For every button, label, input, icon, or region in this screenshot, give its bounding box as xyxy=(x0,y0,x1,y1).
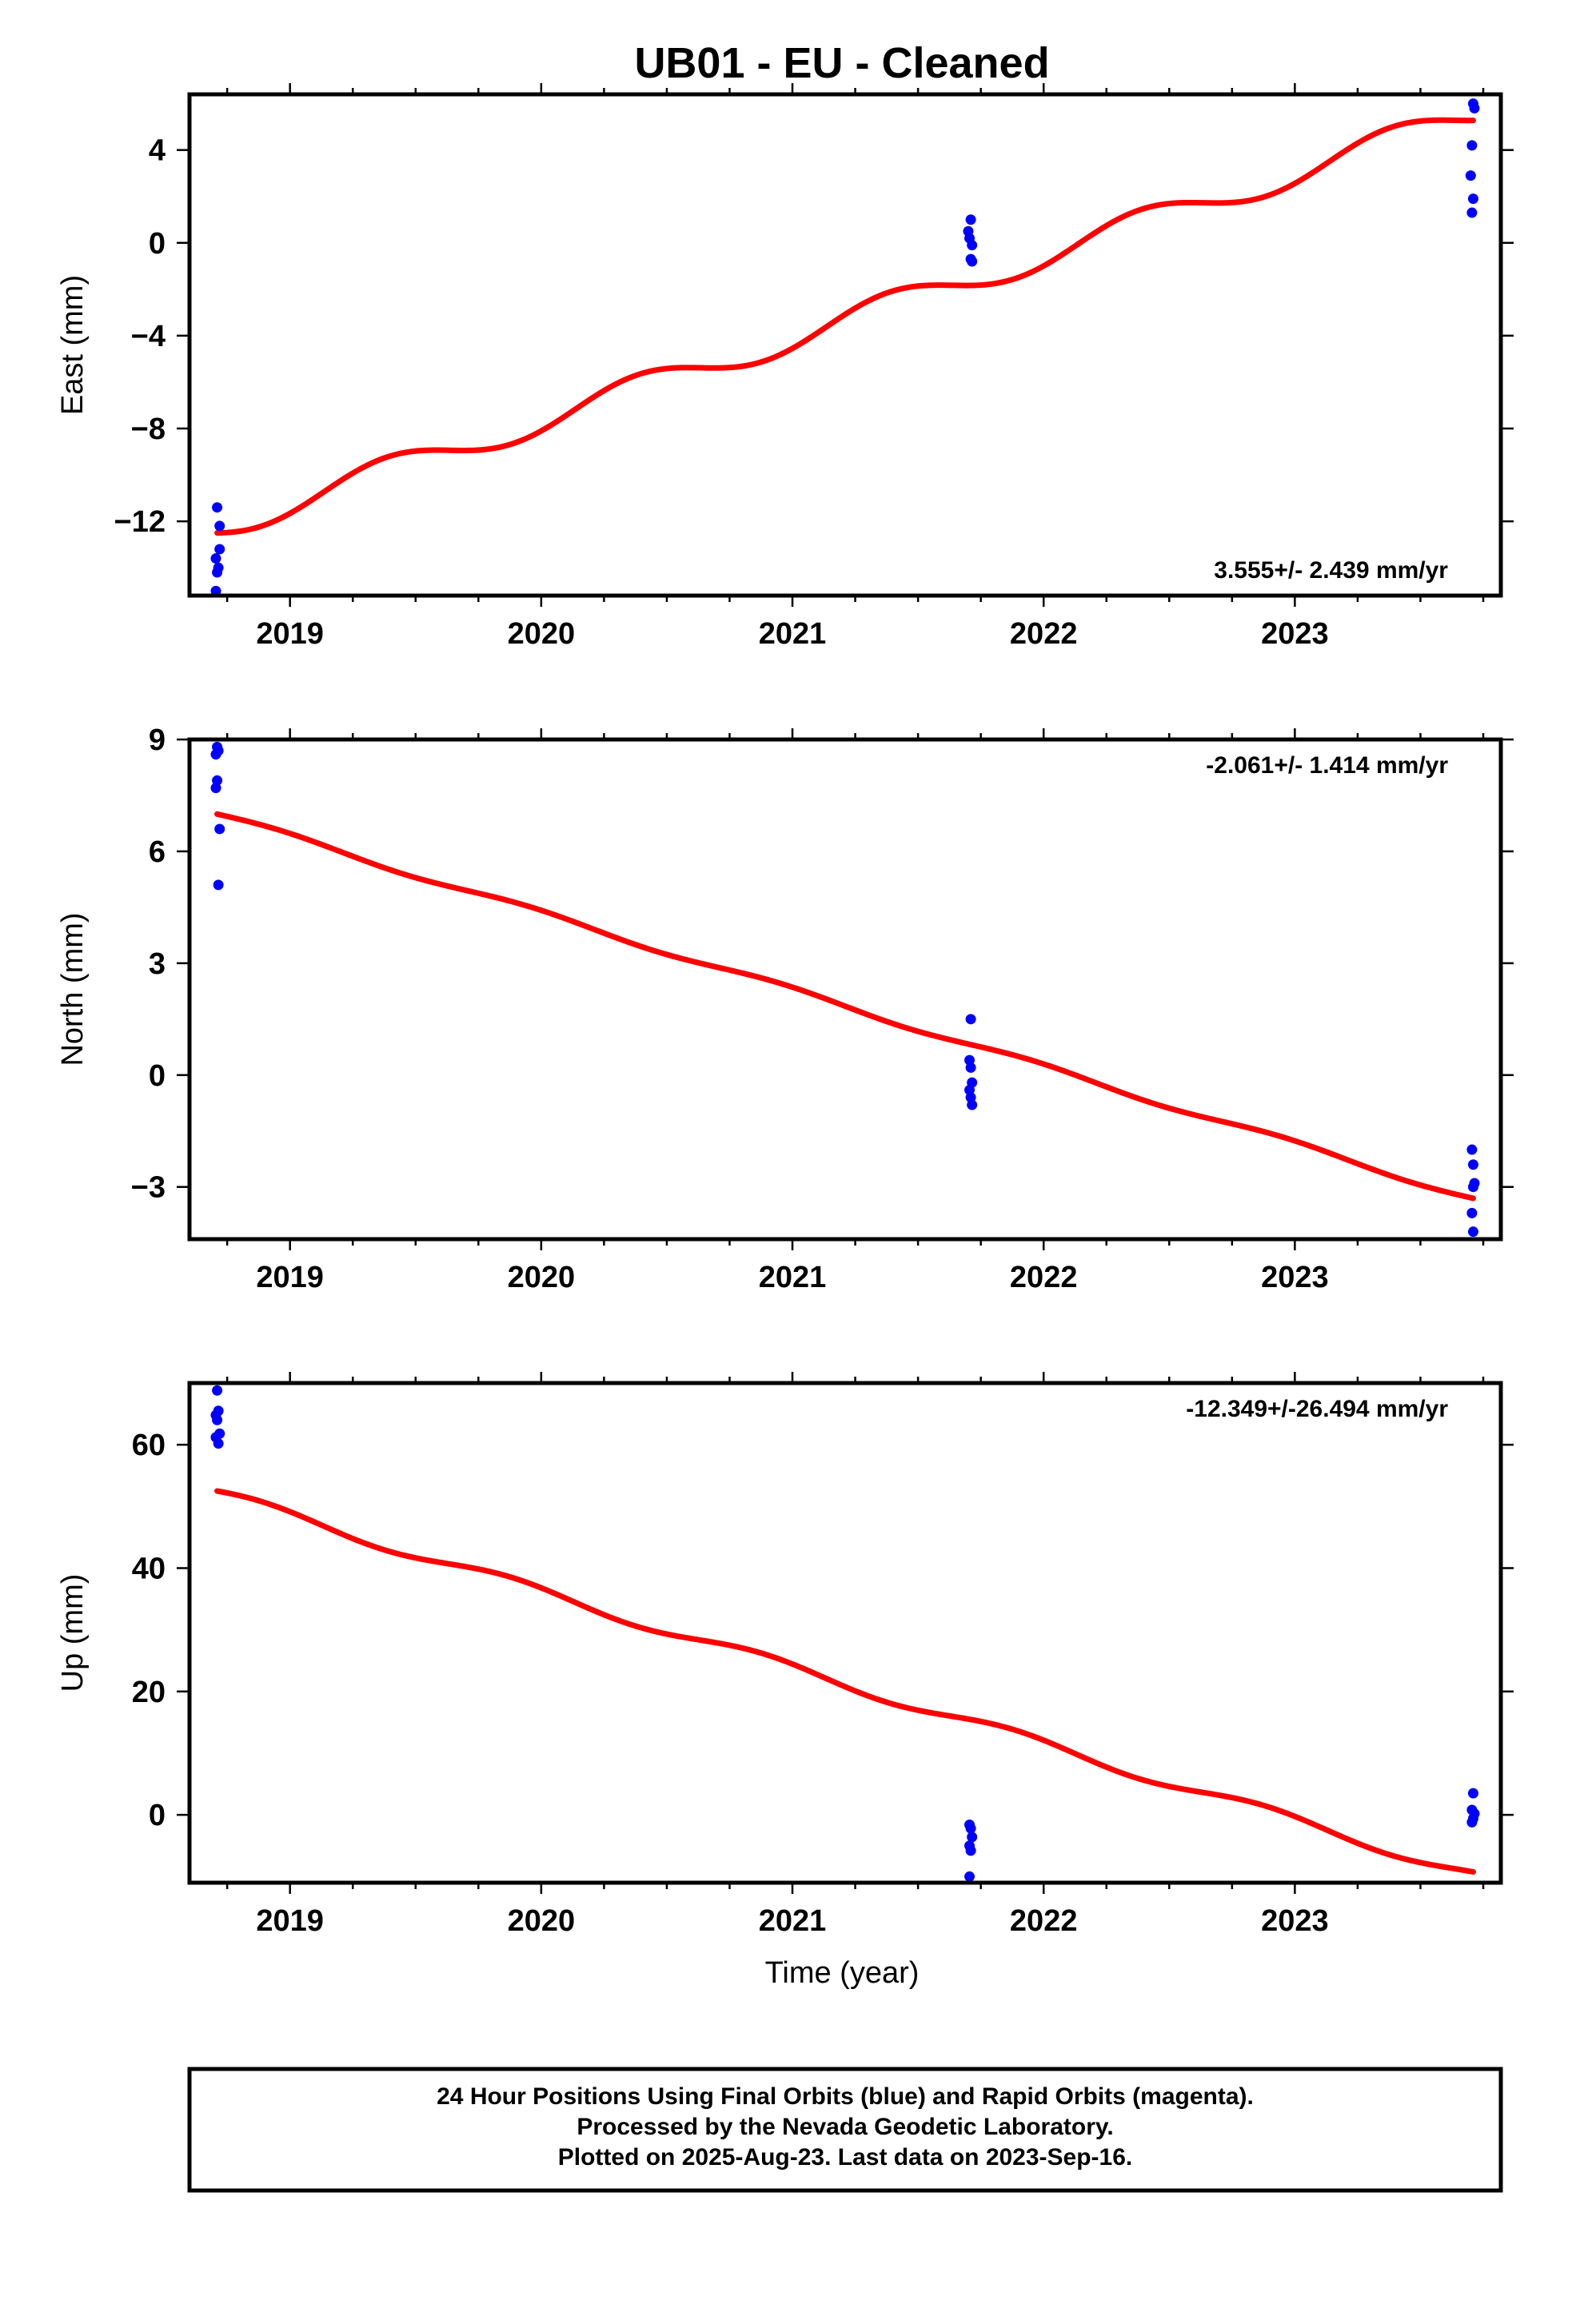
up-x-tick-label: 2020 xyxy=(508,1904,576,1938)
east-data-point xyxy=(212,567,223,578)
north-data-point xyxy=(210,783,221,794)
north-data-point xyxy=(1466,1207,1478,1218)
footer-frame xyxy=(187,2067,1503,2193)
east-plot-frame xyxy=(187,92,1503,598)
up-y-tick-label: 60 xyxy=(132,1429,166,1462)
east-x-tick-label: 2022 xyxy=(1010,617,1078,651)
footer-line-3: Plotted on 2025-Aug-23. Last data on 202… xyxy=(558,2144,1133,2171)
east-data-point xyxy=(1469,102,1480,114)
north-x-tick-label: 2020 xyxy=(508,1261,576,1294)
east-plot-area xyxy=(210,98,1480,596)
up-data-point xyxy=(212,1385,223,1396)
chart-title: UB01 - EU - Cleaned xyxy=(634,39,1049,87)
east-x-tick-label: 2019 xyxy=(256,617,324,651)
north-y-tick-label: 3 xyxy=(149,947,166,981)
up-y-tick-label: 20 xyxy=(132,1676,166,1709)
north-data-point xyxy=(210,749,221,760)
east-y-tick-label: 4 xyxy=(149,134,166,168)
north-x-tick-label: 2022 xyxy=(1010,1261,1078,1294)
east-panel: 2019 2020 2021 2022 2023 4 0 −4 −8 −12 East (mm) 3.… xyxy=(56,83,1514,651)
east-data-point xyxy=(1465,170,1476,181)
north-data-point xyxy=(1466,1144,1478,1155)
east-y-tick-label: −4 xyxy=(131,320,166,353)
north-data-point xyxy=(213,879,224,891)
up-x-tick-label: 2022 xyxy=(1010,1904,1078,1938)
east-data-point xyxy=(965,214,976,225)
up-data-point xyxy=(1467,1788,1478,1799)
east-data-point xyxy=(214,544,225,555)
up-y-tick-label: 40 xyxy=(132,1552,166,1585)
east-data-point xyxy=(210,585,221,596)
x-axis-label: Time (year) xyxy=(765,1956,920,1990)
east-data-point xyxy=(214,520,225,532)
east-data-point xyxy=(1466,207,1478,218)
east-rate-label: 3.555+/- 2.439 mm/yr xyxy=(1214,557,1448,584)
up-plot-area xyxy=(210,1385,1480,1882)
north-data-point xyxy=(967,1099,978,1110)
up-data-point xyxy=(1466,1816,1478,1828)
north-fit-line xyxy=(214,811,1476,1202)
up-y-axis-label: Up (mm) xyxy=(56,1574,90,1692)
east-data-point xyxy=(967,240,978,251)
north-y-axis-label: North (mm) xyxy=(56,912,90,1066)
north-data-point xyxy=(1467,1159,1478,1170)
north-data-point xyxy=(965,1014,976,1025)
east-y-tick-label: −8 xyxy=(131,413,166,446)
up-rate-label: -12.349+/-26.494 mm/yr xyxy=(1186,1396,1448,1422)
east-x-tick-label: 2021 xyxy=(759,617,827,651)
east-fit-line xyxy=(214,117,1476,536)
up-plot-frame xyxy=(187,1381,1503,1885)
north-rate-label: -2.061+/- 1.414 mm/yr xyxy=(1206,752,1448,779)
footer-line-1: 24 Hour Positions Using Final Orbits (bl… xyxy=(437,2083,1254,2110)
north-x-tick-label: 2023 xyxy=(1261,1261,1329,1294)
east-data-point xyxy=(212,502,223,513)
up-data-point xyxy=(212,1414,223,1425)
north-x-tick-label: 2019 xyxy=(256,1261,324,1294)
up-panel: 2019 2020 2021 2022 2023 60 40 20 0 Up (mm) -12.34… xyxy=(56,1372,1514,1938)
east-y-tick-label: −12 xyxy=(114,505,166,539)
north-plot-area xyxy=(210,741,1480,1238)
north-panel: 2019 2020 2021 2022 2023 9 6 3 0 −3 North (mm) -2.0… xyxy=(56,724,1514,1294)
up-x-tick-label: 2019 xyxy=(256,1904,324,1938)
up-data-point xyxy=(964,1871,976,1882)
north-y-tick-label: 9 xyxy=(149,724,166,757)
north-data-point xyxy=(1467,1182,1478,1193)
footer-line-2: Processed by the Nevada Geodetic Laborat… xyxy=(577,2114,1113,2140)
up-data-point xyxy=(965,1845,976,1856)
up-x-tick-label: 2023 xyxy=(1261,1904,1329,1938)
up-data-point xyxy=(967,1832,978,1843)
east-x-tick-label: 2023 xyxy=(1261,617,1329,651)
north-data-point xyxy=(1467,1226,1478,1238)
east-x-tick-label: 2020 xyxy=(508,617,576,651)
north-plot-frame xyxy=(187,737,1503,1242)
north-data-point xyxy=(965,1062,976,1073)
east-data-point xyxy=(967,256,978,267)
east-y-tick-label: 0 xyxy=(149,227,166,261)
east-data-point xyxy=(1466,140,1478,151)
north-y-tick-label: −3 xyxy=(131,1171,166,1205)
east-data-point xyxy=(1467,193,1478,205)
up-fit-line xyxy=(214,1488,1476,1875)
north-x-tick-label: 2021 xyxy=(759,1261,827,1294)
north-data-point xyxy=(214,823,225,835)
north-y-tick-label: 0 xyxy=(149,1059,166,1093)
footer-box: 24 Hour Positions Using Final Orbits (bl… xyxy=(187,2067,1503,2193)
up-x-tick-label: 2021 xyxy=(759,1904,827,1938)
east-data-point xyxy=(210,553,221,564)
up-data-point xyxy=(213,1438,224,1449)
up-y-tick-label: 0 xyxy=(149,1799,166,1832)
north-y-tick-label: 6 xyxy=(149,835,166,869)
east-y-axis-label: East (mm) xyxy=(56,275,90,415)
up-data-point xyxy=(965,1823,976,1834)
